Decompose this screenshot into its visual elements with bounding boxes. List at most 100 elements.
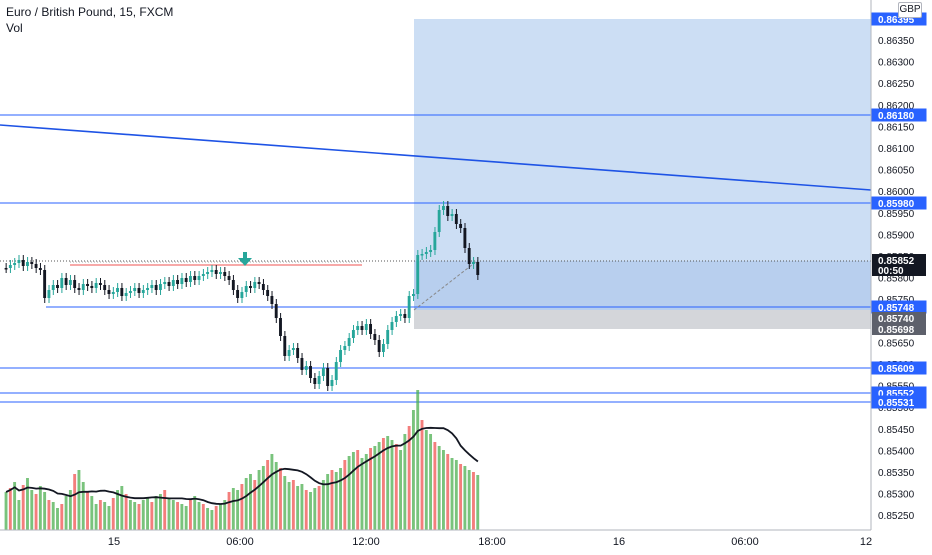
volume-bar	[390, 440, 394, 530]
volume-bar	[330, 470, 334, 530]
candle-body	[236, 290, 240, 298]
candle-body	[309, 366, 312, 378]
volume-bar	[463, 466, 467, 530]
profit-zone[interactable]	[414, 19, 871, 261]
candle-body	[424, 252, 428, 254]
time-label: 18:00	[478, 536, 506, 548]
candle-body	[446, 206, 450, 216]
volume-bar	[249, 474, 252, 530]
price-tick-label: 0.85900	[878, 230, 915, 241]
price-tag: 0.85609	[871, 361, 927, 375]
candle-body	[343, 346, 347, 350]
trend-line[interactable]	[0, 124, 872, 191]
candle-body	[167, 282, 171, 286]
volume-bar	[381, 438, 385, 530]
candle-body	[476, 262, 480, 275]
volume-bar	[442, 450, 445, 530]
candle-body	[279, 318, 282, 336]
candle-body	[128, 291, 132, 293]
candle-body	[8, 265, 12, 268]
time-axis[interactable]: 15 06:00 12:00 18:00 16 06:00 12	[0, 529, 872, 550]
candle-body	[206, 272, 210, 274]
svg-text:0.85852: 0.85852	[878, 256, 915, 267]
time-label: 06:00	[731, 536, 759, 548]
volume-bar	[8, 488, 12, 530]
svg-text:0.85609: 0.85609	[878, 364, 915, 375]
candle-body	[373, 334, 377, 340]
svg-text:0.85740: 0.85740	[878, 314, 915, 325]
candle-body	[68, 280, 72, 285]
volume-bar	[68, 490, 72, 530]
volume-bar	[467, 470, 471, 530]
candle-body	[403, 314, 407, 318]
candle-body	[124, 293, 128, 296]
candle-body	[176, 280, 180, 284]
candle-body	[416, 255, 420, 294]
candle-body	[34, 264, 38, 268]
candle-body	[283, 336, 287, 356]
price-tick-label: 0.86000	[878, 187, 915, 198]
candle-body	[17, 260, 21, 263]
candle-body	[240, 292, 244, 298]
candle-body	[287, 350, 291, 356]
volume-bar	[459, 464, 463, 530]
volume-bars	[4, 390, 480, 530]
volume-bar	[103, 502, 107, 530]
volume-bar	[321, 480, 325, 530]
candle-body	[86, 284, 89, 286]
candle-body	[364, 324, 368, 330]
price-axis[interactable]: 0.863500.863000.862500.862000.861500.861…	[870, 0, 932, 550]
price-tick-label: 0.85250	[878, 511, 915, 522]
candle-body	[90, 286, 94, 288]
volume-bar	[193, 496, 197, 530]
candle-body	[420, 254, 424, 256]
candle-body	[184, 278, 188, 282]
candle-body	[107, 290, 111, 294]
volume-bar	[296, 486, 300, 530]
price-tag: 00:50	[872, 264, 926, 277]
candle-body	[137, 288, 141, 293]
entry-band	[414, 261, 871, 310]
candle-body	[146, 288, 150, 290]
candle-body	[43, 270, 47, 298]
horizontal-levels[interactable]	[0, 114, 871, 403]
candle-body	[450, 214, 454, 216]
volume-bar	[107, 506, 111, 530]
svg-text:0.85552: 0.85552	[878, 389, 915, 400]
candle-body	[411, 294, 415, 296]
stop-zone[interactable]	[414, 310, 871, 329]
candle-body	[60, 278, 64, 288]
volume-bar	[146, 498, 150, 530]
volume-bar	[287, 482, 291, 530]
volume-bar	[51, 502, 55, 530]
volume-bar	[13, 482, 17, 530]
candle-body	[111, 292, 115, 294]
volume-bar	[231, 488, 235, 530]
candle-body	[201, 274, 205, 276]
candle-body	[158, 284, 162, 290]
candle-body	[394, 316, 398, 322]
price-tick-label: 0.86050	[878, 166, 915, 177]
candle-body	[304, 366, 308, 370]
candle-body	[64, 278, 68, 285]
arrow-down-icon[interactable]	[238, 252, 252, 266]
volume-bar	[98, 500, 102, 530]
candle-body	[326, 368, 330, 386]
volume-bar	[167, 498, 171, 530]
volume-bar	[274, 462, 278, 530]
candle-body	[266, 290, 270, 296]
price-tag: 0.86180	[871, 108, 927, 122]
candle-body	[270, 296, 274, 304]
price-tick-label: 0.86100	[878, 144, 915, 155]
candle-body	[261, 284, 265, 290]
candle-body	[116, 288, 119, 292]
candle-body	[21, 260, 25, 266]
currency-badge[interactable]: GBP	[898, 2, 922, 18]
candle-body	[442, 206, 445, 210]
volume-bar	[377, 442, 381, 530]
volume-bar	[201, 504, 205, 530]
candle-body	[94, 283, 98, 288]
price-tag: 0.85852	[872, 254, 926, 267]
volume-bar	[309, 492, 312, 530]
